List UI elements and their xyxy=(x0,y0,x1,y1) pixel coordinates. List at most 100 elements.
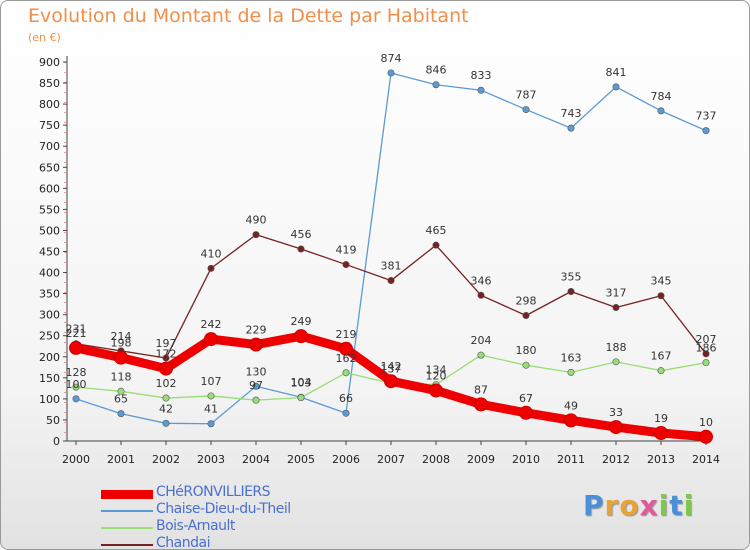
data-label: 846 xyxy=(426,64,447,77)
data-label: 242 xyxy=(201,318,222,331)
data-label: 66 xyxy=(339,392,353,405)
data-point xyxy=(477,86,485,94)
data-point xyxy=(432,81,440,89)
data-label: 197 xyxy=(156,337,177,350)
data-point xyxy=(477,291,485,299)
data-label: 231 xyxy=(66,323,87,336)
y-tick-label: 150 xyxy=(39,372,60,385)
logo-letter: x xyxy=(639,489,659,522)
data-label: 180 xyxy=(516,344,537,357)
legend-label: CHéRONVILLIERS xyxy=(156,484,271,500)
data-point xyxy=(567,368,575,376)
data-label: 10 xyxy=(699,416,713,429)
chart-series xyxy=(69,69,713,444)
logo-letter: i xyxy=(683,489,695,522)
x-tick-label: 2002 xyxy=(152,453,180,466)
data-label: 198 xyxy=(111,337,132,350)
x-tick-label: 2011 xyxy=(557,453,585,466)
data-label: 49 xyxy=(564,399,578,412)
data-point xyxy=(699,429,713,444)
data-point xyxy=(252,231,260,239)
data-point xyxy=(342,369,350,377)
data-point xyxy=(69,340,83,355)
data-point xyxy=(702,350,710,358)
data-point xyxy=(522,361,530,369)
y-tick-label: 400 xyxy=(39,267,60,280)
y-tick-label: 50 xyxy=(46,414,60,427)
legend-swatch xyxy=(101,510,153,512)
data-label: 65 xyxy=(114,393,128,406)
data-label: 120 xyxy=(426,369,447,382)
x-tick-label: 2003 xyxy=(197,453,225,466)
data-label: 490 xyxy=(246,214,267,227)
x-tick-label: 2013 xyxy=(647,453,675,466)
x-tick-label: 2000 xyxy=(62,453,90,466)
logo-letter: r xyxy=(604,489,620,522)
data-point xyxy=(702,127,710,135)
data-label: 874 xyxy=(381,52,402,65)
data-label: 833 xyxy=(471,69,492,82)
data-point xyxy=(162,354,170,362)
data-point xyxy=(297,245,305,253)
data-label: 172 xyxy=(156,348,177,361)
logo-letter: i xyxy=(658,489,670,522)
data-label: 214 xyxy=(111,330,132,343)
chart-data-labels: 100 65 42 41 130 104 66 874 846 833 787 743 841 784 73… xyxy=(66,52,717,429)
data-point xyxy=(429,383,443,398)
legend-label: Bois-Arnault xyxy=(156,518,235,534)
data-point xyxy=(564,413,578,428)
data-label: 419 xyxy=(336,244,357,257)
data-point xyxy=(114,350,128,365)
chart-axes: 0 50 100 150 200 250 300 350 400 450 500 550 600 650 7… xyxy=(39,56,720,466)
data-label: 103 xyxy=(291,377,312,390)
data-label: 186 xyxy=(696,342,717,355)
x-tick-label: 2007 xyxy=(377,453,405,466)
data-label: 162 xyxy=(336,352,357,365)
data-point xyxy=(297,394,305,402)
logo-letter: o xyxy=(619,489,640,522)
data-point xyxy=(117,410,125,418)
data-label: 128 xyxy=(66,366,87,379)
legend-swatch xyxy=(101,527,153,529)
data-point xyxy=(384,374,398,389)
data-point xyxy=(657,367,665,375)
chart-unit-label: (en €) xyxy=(28,31,61,44)
data-point xyxy=(612,304,620,312)
x-tick-label: 2009 xyxy=(467,453,495,466)
data-label: 134 xyxy=(426,364,447,377)
data-point xyxy=(387,69,395,77)
data-point xyxy=(702,359,710,367)
data-point xyxy=(207,420,215,428)
legend-label: Chandai xyxy=(156,535,210,550)
legend-swatch xyxy=(101,489,153,499)
data-label: 207 xyxy=(696,333,717,346)
legend-swatch xyxy=(101,544,153,546)
data-label: 33 xyxy=(609,406,623,419)
data-point xyxy=(72,395,80,403)
proxiti-logo: Proxiti xyxy=(583,489,694,522)
x-tick-label: 2006 xyxy=(332,453,360,466)
y-tick-label: 650 xyxy=(39,161,60,174)
data-label: 317 xyxy=(606,287,627,300)
data-label: 465 xyxy=(426,224,447,237)
data-point xyxy=(522,106,530,114)
data-point xyxy=(654,425,668,440)
y-tick-label: 300 xyxy=(39,309,60,322)
y-tick-label: 350 xyxy=(39,288,60,301)
data-label: 219 xyxy=(336,328,357,341)
data-label: 355 xyxy=(561,271,582,284)
data-point xyxy=(117,387,125,395)
data-point xyxy=(342,261,350,269)
data-label: 87 xyxy=(474,383,488,396)
y-tick-label: 900 xyxy=(39,56,60,69)
y-tick-label: 700 xyxy=(39,140,60,153)
data-label: 19 xyxy=(654,412,668,425)
data-label: 67 xyxy=(519,392,533,405)
data-label: 97 xyxy=(249,379,263,392)
x-tick-label: 2001 xyxy=(107,453,135,466)
data-label: 229 xyxy=(246,324,267,337)
data-label: 381 xyxy=(381,260,402,273)
data-point xyxy=(567,288,575,296)
